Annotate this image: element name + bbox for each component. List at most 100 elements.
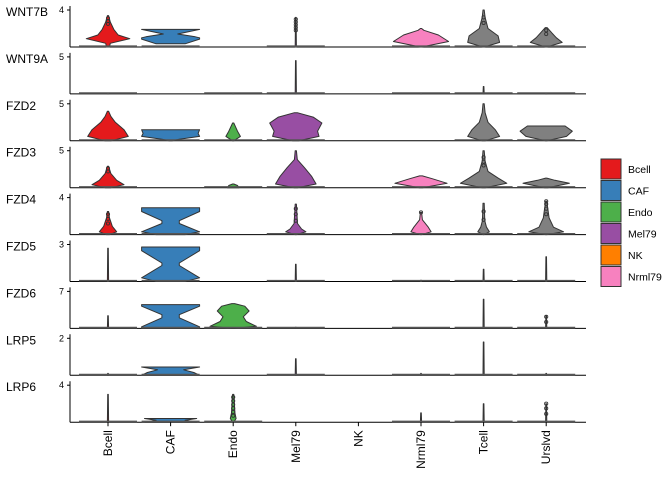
outlier-point	[481, 20, 486, 26]
outlier-point	[544, 401, 549, 406]
panel-fzd2: FZD2 5	[6, 99, 586, 142]
y-tick-label: 5	[59, 52, 64, 62]
y-tick-label: 7	[59, 286, 64, 296]
violin-tcell	[482, 403, 485, 423]
legend-item-endo: Endo	[600, 201, 653, 223]
violin-urslvd	[519, 125, 573, 142]
violin-bcell	[106, 393, 110, 423]
x-tick-label: NK	[351, 430, 365, 447]
outlier-point	[231, 409, 236, 415]
violin-urslvd	[545, 256, 548, 282]
panel-fzd5: FZD5 3	[6, 240, 586, 282]
legend-swatch	[600, 266, 622, 287]
gene-label: WNT9A	[6, 52, 48, 66]
legend-item-bcell: Bcell	[600, 158, 651, 180]
outlier-point	[231, 398, 236, 403]
outlier-point	[481, 209, 486, 214]
outlier-point	[544, 406, 549, 411]
gene-label: FZD5	[6, 240, 36, 254]
violin-nrml79	[394, 175, 448, 189]
violin-bcell	[106, 247, 110, 282]
legend-swatch	[600, 158, 622, 180]
violin-tcell	[482, 268, 485, 282]
panel-fzd6: FZD6 7	[6, 286, 586, 329]
outlier-point	[105, 221, 111, 226]
panel-fzd4: FZD4 4	[6, 193, 586, 236]
outlier-point	[544, 32, 549, 37]
violin-mel79	[294, 358, 297, 376]
outlier-point	[544, 206, 549, 211]
violin-mel79	[294, 263, 297, 282]
violin-bcell	[98, 211, 118, 236]
violin-tcell	[467, 9, 501, 48]
outlier-point	[105, 16, 111, 21]
y-tick-label: 5	[59, 99, 64, 109]
violin-tcell	[482, 86, 485, 95]
outlier-point	[293, 218, 298, 223]
outlier-point	[231, 413, 236, 418]
outlier-point	[231, 402, 236, 407]
violin-bcell	[91, 165, 125, 189]
legend-label: NK	[628, 250, 643, 262]
legend-swatch	[600, 223, 622, 244]
legend-item-caf: CAF	[600, 180, 649, 201]
gene-label: LRP5	[6, 333, 36, 347]
violin-mel79	[294, 60, 297, 95]
y-tick-label: 2	[59, 333, 64, 343]
legend-swatch	[600, 244, 622, 266]
violin-caf	[141, 129, 201, 142]
outlier-point	[293, 212, 298, 217]
panel-fzd3: FZD3 5	[6, 146, 586, 189]
x-tick-label: Nrml79	[414, 430, 428, 469]
outlier-point	[105, 212, 111, 217]
outlier-point	[544, 212, 549, 217]
y-tick-label: 5	[59, 146, 64, 156]
violin-bcell	[87, 110, 129, 142]
panel-lrp5: LRP5 2	[6, 333, 586, 376]
x-tick-label: Bcell	[101, 430, 115, 456]
outlier-point	[231, 395, 236, 400]
y-tick-label: 4	[59, 5, 64, 15]
gene-label: FZD2	[6, 99, 36, 113]
outlier-point	[481, 163, 486, 168]
legend-swatch	[600, 180, 622, 201]
legend-item-mel79: Mel79	[600, 223, 657, 244]
violin-urslvd	[528, 200, 565, 236]
violin-bcell	[85, 15, 131, 48]
outlier-point	[231, 406, 236, 411]
panel-wnt7b: WNT7B 4	[6, 5, 586, 48]
legend-item-nk: NK	[600, 244, 643, 266]
x-tick-label: Mel79	[289, 430, 303, 463]
gene-label: LRP6	[6, 380, 36, 394]
outlier-point	[293, 17, 298, 22]
y-tick-label: 4	[59, 193, 64, 203]
violin-mel79	[275, 150, 317, 189]
violin-mel79	[269, 112, 323, 142]
violin-urslvd	[529, 27, 563, 48]
legend-label: CAF	[628, 186, 649, 198]
y-tick-label: 3	[59, 240, 64, 250]
x-axis: Bcell CAF Endo Mel79 NK Nrml79 Tcell Urslvd	[101, 422, 553, 469]
legend-item-nrml79: Nrml79	[600, 266, 662, 287]
violin-endo	[225, 122, 241, 142]
violin-urslvd	[545, 315, 548, 329]
outlier-point	[544, 411, 549, 416]
outlier-point	[544, 320, 549, 325]
outlier-point	[481, 217, 486, 222]
violin-tcell	[482, 341, 485, 376]
violin-tcell	[467, 103, 501, 142]
violin-panels: WNT7B 4 WNT9A 5 FZD2 5 FZD3 5 FZD4 4 FZD5 3 FZD6 7 LRP…	[6, 5, 586, 423]
violin-nrml79	[410, 211, 432, 236]
outlier-point	[481, 15, 486, 20]
gene-label: FZD3	[6, 146, 36, 160]
legend-swatch	[600, 201, 622, 223]
violin-caf	[141, 246, 201, 282]
violin-nrml79	[392, 28, 450, 48]
legend-label: Bcell	[628, 164, 651, 176]
outlier-point	[544, 314, 549, 319]
gene-label: WNT7B	[6, 5, 48, 19]
panel-lrp6: LRP6 4	[6, 380, 586, 423]
x-tick-label: Tcell	[477, 430, 491, 454]
outlier-point	[481, 155, 486, 160]
